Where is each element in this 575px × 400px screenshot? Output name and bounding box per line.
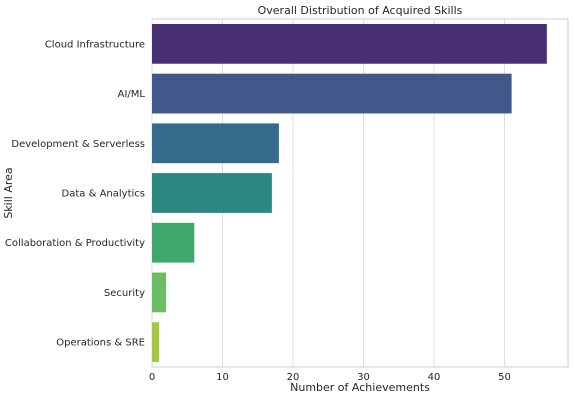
x-tick-label: 50: [498, 372, 511, 383]
bar: [152, 272, 167, 313]
x-tick-label: 10: [216, 372, 229, 383]
x-tick-label: 40: [428, 372, 441, 383]
x-tick-label: 20: [287, 372, 300, 383]
bar: [152, 322, 160, 363]
bar: [152, 23, 547, 64]
bar: [152, 73, 512, 114]
y-axis: Cloud Infrastructure AI/ML Development & S…: [5, 39, 146, 348]
y-tick-label: Collaboration & Productivity: [5, 238, 145, 249]
y-axis-title: Skill Area: [2, 167, 15, 218]
y-tick-label: Cloud Infrastructure: [45, 39, 145, 50]
bar: [152, 222, 195, 263]
bar: [152, 173, 272, 213]
x-tick-label: 0: [149, 372, 155, 383]
y-tick-label: Development & Serverless: [11, 139, 145, 150]
x-tick-label: 30: [357, 372, 370, 383]
y-tick-label: Security: [104, 288, 145, 299]
bars: [152, 23, 547, 363]
x-axis: 0 10 20 30 40 50: [149, 372, 511, 383]
bar: [152, 123, 279, 164]
chart-title: Overall Distribution of Acquired Skills: [258, 4, 463, 17]
x-axis-title: Number of Achievements: [290, 381, 430, 394]
y-tick-label: Operations & SRE: [56, 338, 145, 349]
y-tick-label: Data & Analytics: [62, 189, 145, 200]
y-tick-label: AI/ML: [118, 89, 146, 100]
